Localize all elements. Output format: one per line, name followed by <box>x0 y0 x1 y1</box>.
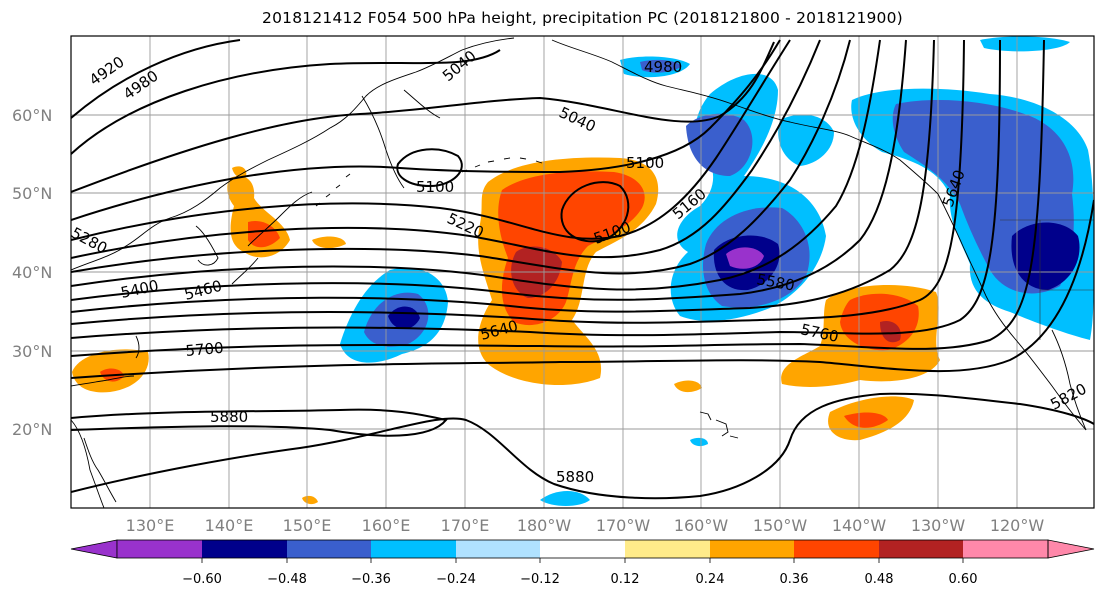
colorbar-tick-label: 0.60 <box>949 572 978 587</box>
contour-line <box>396 148 463 188</box>
coastline-japan <box>231 191 313 285</box>
precip-area <box>540 491 590 506</box>
precip-area <box>640 59 682 73</box>
colorbar-segment <box>456 540 540 558</box>
coastline-alaska <box>551 39 939 195</box>
colorbar-segment <box>625 540 710 558</box>
contour-label: 5100 <box>416 178 454 196</box>
lon-label: 150°E <box>283 516 332 535</box>
contour-line <box>71 392 1094 500</box>
contour-label: 5880 <box>556 468 594 486</box>
colorbar-extend-high <box>1047 539 1095 559</box>
coastline-hawaii <box>699 411 739 439</box>
colorbar-tick-label: −0.24 <box>436 572 476 587</box>
contour-line <box>71 39 821 259</box>
precip-area <box>686 113 753 176</box>
colorbar-tick-label: 0.36 <box>780 572 809 587</box>
precip-negative-shading <box>340 36 1094 506</box>
contour-line <box>71 199 1094 379</box>
lon-label: 130°W <box>911 516 966 535</box>
lat-label: 30°N <box>12 342 52 361</box>
contour-line <box>71 49 501 155</box>
colorbar-tick-label: 0.12 <box>611 572 640 587</box>
contour-label: 5700 <box>185 339 225 360</box>
lat-label: 50°N <box>12 184 52 203</box>
lon-label: 160°E <box>362 516 411 535</box>
precip-area <box>302 495 318 505</box>
longitude-labels: 130°E 140°E 150°E 160°E 170°E 180°W 170°… <box>126 516 1045 535</box>
colorbar-segment <box>287 540 371 558</box>
contour-line <box>71 39 781 221</box>
colorbar-tick-label: 0.48 <box>865 572 894 587</box>
lat-label: 20°N <box>12 420 52 439</box>
coastline-taiwan-philippines <box>83 335 140 503</box>
lon-label: 150°W <box>753 516 808 535</box>
height-contours <box>71 39 1094 500</box>
colorbar-segment <box>794 540 879 558</box>
lon-label: 140°W <box>832 516 887 535</box>
colorbar-segment <box>710 540 794 558</box>
contour-line <box>71 39 881 291</box>
precip-area <box>690 437 708 447</box>
lon-label: 130°E <box>126 516 175 535</box>
colorbar-tick-label: −0.60 <box>182 572 222 587</box>
contour-line <box>71 39 907 301</box>
state-borders <box>1000 219 1094 340</box>
colorbar-segment <box>963 540 1048 558</box>
colorbar-tick-label: −0.36 <box>351 572 391 587</box>
lon-label: 140°E <box>205 516 254 535</box>
coastline-china-south <box>71 375 135 508</box>
contour-line <box>71 39 851 275</box>
lon-label: 170°E <box>441 516 490 535</box>
colorbar-segment <box>202 540 287 558</box>
contour-line <box>71 39 1001 339</box>
precip-area <box>880 320 901 343</box>
precip-area <box>674 380 702 393</box>
contour-label: 4980 <box>644 58 682 76</box>
precip-area <box>1011 222 1080 290</box>
map-plot-area: 4920 4980 5040 4980 5040 5100 5100 5220 … <box>71 36 1094 508</box>
map-frame <box>70 35 1095 509</box>
precip-area <box>248 220 280 248</box>
map-title: 2018121412 F054 500 hPa height, precipit… <box>262 9 903 27</box>
coastline-bc-coast <box>937 193 1087 431</box>
colorbar-tick-label: −0.48 <box>267 572 307 587</box>
colorbar-tick-label: −0.12 <box>520 572 560 587</box>
lon-label: 120°W <box>990 516 1045 535</box>
contour-line <box>71 39 935 313</box>
precip-area <box>312 236 346 249</box>
map-gridlines <box>71 36 1094 508</box>
precip-area <box>980 36 1070 52</box>
contour-line <box>71 408 448 437</box>
colorbar-segment <box>879 540 963 558</box>
lat-label: 40°N <box>12 263 52 282</box>
lon-label: 170°W <box>596 516 651 535</box>
coastline-korea <box>195 225 219 266</box>
contour-line <box>71 39 965 325</box>
contour-line <box>71 39 1045 357</box>
colorbar-segment <box>117 540 202 558</box>
colorbar-extend-low <box>70 539 118 559</box>
contour-line <box>560 181 630 243</box>
colorbar: −0.60 −0.48 −0.36 −0.24 −0.12 0.12 0.24 … <box>70 539 1095 587</box>
lat-label: 60°N <box>12 106 52 125</box>
lon-label: 180°W <box>517 516 572 535</box>
precip-area <box>844 412 888 428</box>
contour-label: 5100 <box>626 154 664 172</box>
contour-line <box>71 39 791 241</box>
latitude-labels: 60°N 50°N 40°N 30°N 20°N <box>12 106 52 439</box>
colorbar-segment <box>540 540 625 558</box>
colorbar-tick-label: 0.24 <box>696 572 725 587</box>
precip-area <box>232 166 247 178</box>
contour-label: 5880 <box>210 408 248 426</box>
precip-area <box>778 114 834 166</box>
precip-area <box>726 247 764 269</box>
lon-label: 160°W <box>674 516 729 535</box>
contour-line <box>71 39 241 119</box>
colorbar-frame <box>116 539 1049 559</box>
coastline-kamchatka <box>361 89 441 189</box>
colorbar-segment <box>371 540 456 558</box>
